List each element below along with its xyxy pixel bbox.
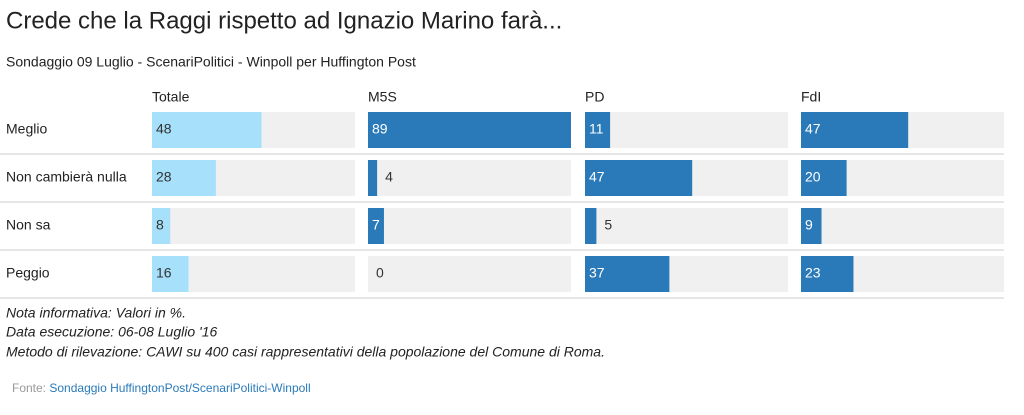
value-label: 4 <box>385 169 393 185</box>
bar <box>368 160 378 196</box>
row-label: Peggio <box>6 265 50 281</box>
bar <box>368 112 571 148</box>
value-label: 20 <box>805 169 821 185</box>
chart-title: Crede che la Raggi rispetto ad Ignazio M… <box>6 7 562 34</box>
bar-track <box>801 208 1004 244</box>
bar <box>152 208 171 244</box>
bar-track <box>368 160 571 196</box>
panel-header: FdI <box>801 89 821 105</box>
value-label: 28 <box>156 169 172 185</box>
value-label: 16 <box>156 265 172 281</box>
row-label: Non cambierà nulla <box>6 169 127 185</box>
bar <box>152 160 216 196</box>
bar <box>585 112 611 148</box>
bar-track <box>585 208 788 244</box>
bar <box>801 112 909 148</box>
row-label: Non sa <box>6 217 51 233</box>
note: Nota informativa: Valori in %. <box>6 305 186 321</box>
chart-subtitle: Sondaggio 09 Luglio - ScenariPolitici - … <box>6 54 416 70</box>
note: Metodo di rilevazione: CAWI su 400 casi … <box>6 344 605 360</box>
value-label: 48 <box>156 121 172 137</box>
bar <box>801 256 854 292</box>
bar <box>801 160 847 196</box>
value-label: 9 <box>805 217 813 233</box>
value-label: 89 <box>372 121 388 137</box>
bar <box>585 160 693 196</box>
value-label: 11 <box>589 121 604 137</box>
value-label: 0 <box>376 265 384 281</box>
bar <box>368 208 384 244</box>
value-label: 47 <box>805 121 821 137</box>
panel-header: Totale <box>152 89 190 105</box>
bar <box>152 256 189 292</box>
bar-track <box>585 112 788 148</box>
value-label: 23 <box>805 265 821 281</box>
bar-track <box>368 256 571 292</box>
panel-header: M5S <box>368 89 397 105</box>
bar <box>801 208 822 244</box>
row-label: Meglio <box>6 121 47 137</box>
value-label: 47 <box>589 169 605 185</box>
note: Data esecuzione: 06-08 Luglio '16 <box>6 324 217 340</box>
bar-track <box>368 208 571 244</box>
value-label: 8 <box>156 217 164 233</box>
value-label: 37 <box>589 265 605 281</box>
source-link[interactable]: Sondaggio HuffingtonPost/ScenariPolitici… <box>49 381 310 395</box>
source-label: Fonte: Sondaggio HuffingtonPost/ScenariP… <box>12 381 311 395</box>
panel-header: PD <box>585 89 604 105</box>
value-label: 7 <box>372 217 380 233</box>
bar <box>585 208 597 244</box>
bar <box>152 112 262 148</box>
bar-track <box>152 208 355 244</box>
value-label: 5 <box>604 217 612 233</box>
bar <box>585 256 670 292</box>
source-label-text: Fonte: <box>12 381 46 395</box>
